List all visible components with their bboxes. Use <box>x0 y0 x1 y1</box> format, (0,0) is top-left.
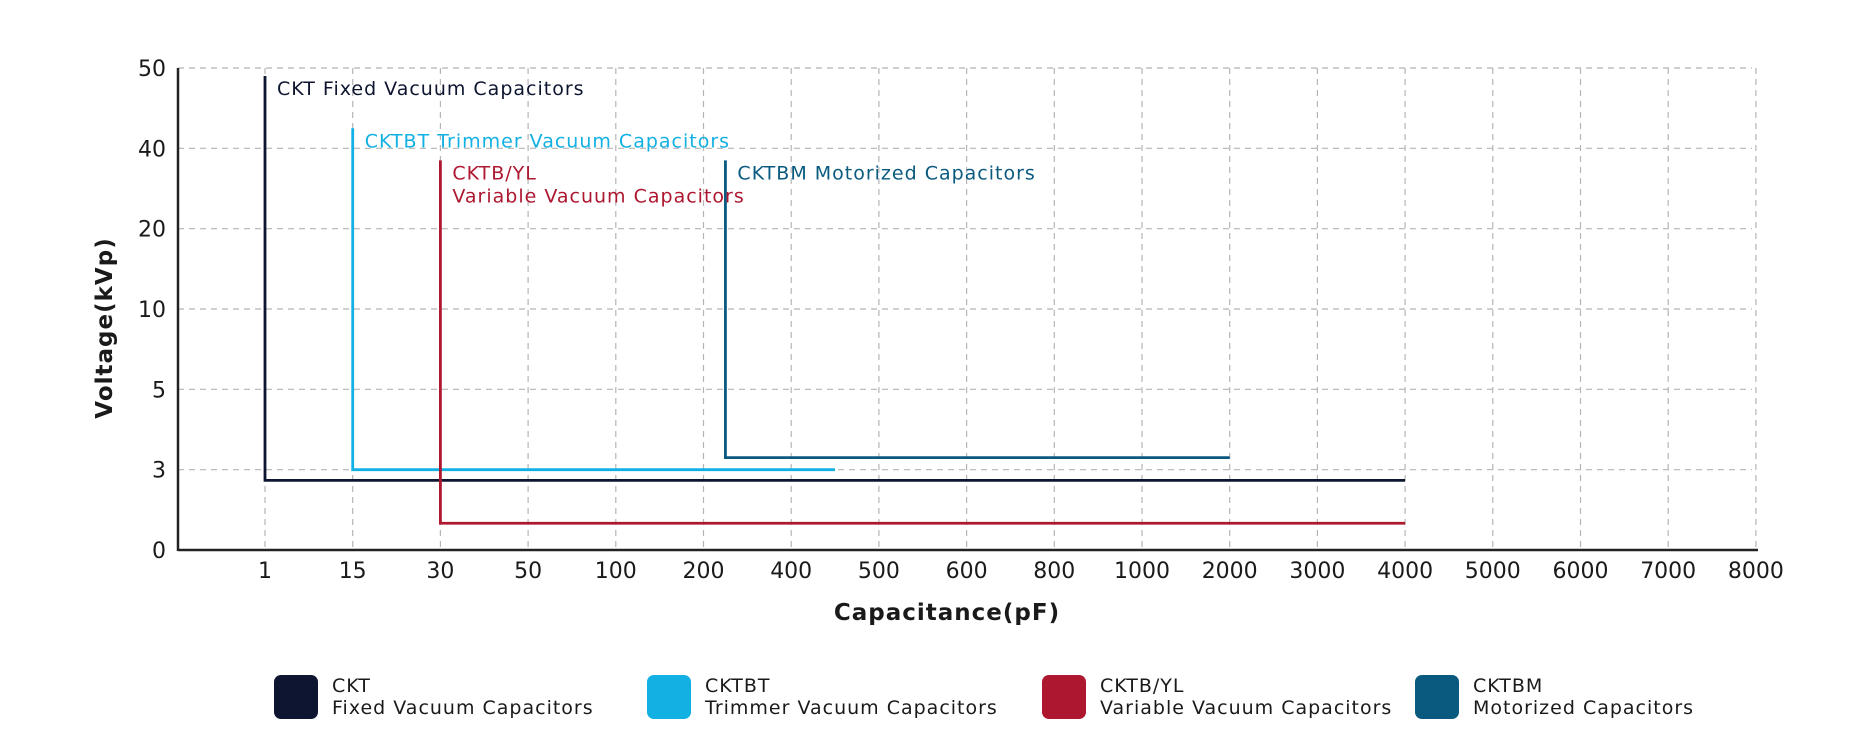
legend-label-cktbyl: Variable Vacuum Capacitors <box>1100 697 1392 719</box>
legend-label-ckt: Fixed Vacuum Capacitors <box>332 697 594 719</box>
x-tick-label: 600 <box>946 559 988 584</box>
legend-label-cktbm: Motorized Capacitors <box>1473 697 1694 719</box>
y-tick-label: 50 <box>138 57 166 82</box>
x-tick-label: 1 <box>258 559 272 584</box>
series-label-cktbyl: Variable Vacuum Capacitors <box>452 185 744 207</box>
legend-label-cktbt: Trimmer Vacuum Capacitors <box>704 697 998 719</box>
series-labels: CKT Fixed Vacuum Capacitors CKTBT Trimmer… <box>277 78 1035 207</box>
x-tick-label: 100 <box>595 559 637 584</box>
series-lines <box>263 76 1406 525</box>
y-tick-label: 10 <box>138 298 166 323</box>
x-tick-label: 1000 <box>1114 559 1170 584</box>
series-line-ckt <box>263 76 1406 482</box>
legend-swatch-cktbyl <box>1042 675 1086 719</box>
x-tick-label: 400 <box>770 559 812 584</box>
series-line-cktbt <box>351 128 836 472</box>
y-axis-title: Voltage(kVp) <box>92 237 118 418</box>
x-tick-label: 8000 <box>1728 559 1784 584</box>
x-tick-label: 30 <box>426 559 454 584</box>
x-tick-label: 5000 <box>1465 559 1521 584</box>
series-line-cktbyl <box>439 160 1406 525</box>
legend-swatch-ckt <box>274 675 318 719</box>
x-tick-label: 7000 <box>1640 559 1696 584</box>
legend-label-ckt: CKT <box>332 675 371 697</box>
legend-swatch-cktbt <box>647 675 691 719</box>
y-tick-label: 5 <box>152 378 166 403</box>
legend-label-cktbyl: CKTB/YL <box>1100 675 1184 697</box>
series-line-cktbm <box>724 160 1230 460</box>
y-tick-label: 3 <box>152 459 166 484</box>
x-tick-label: 4000 <box>1377 559 1433 584</box>
series-label-cktbm: CKTBM Motorized Capacitors <box>737 162 1035 184</box>
series-label-cktbt: CKTBT Trimmer Vacuum Capacitors <box>365 130 730 152</box>
legend-label-cktbt: CKTBT <box>705 675 771 697</box>
x-tick-label: 800 <box>1033 559 1075 584</box>
x-tick-label: 200 <box>683 559 725 584</box>
x-tick-label: 6000 <box>1553 559 1609 584</box>
legend-swatch-cktbm <box>1415 675 1459 719</box>
x-axis-title: Capacitance(pF) <box>834 600 1060 626</box>
x-tick-label: 3000 <box>1289 559 1345 584</box>
legend-label-cktbm: CKTBM <box>1473 675 1543 697</box>
y-tick-label: 0 <box>152 539 166 564</box>
series-label-ckt: CKT Fixed Vacuum Capacitors <box>277 78 585 100</box>
x-tick-label: 15 <box>339 559 367 584</box>
tick-labels: 0 3 5 10 20 40 50 1 15 30 50 100 200 400 500 600 800 1000… <box>138 57 1784 584</box>
x-tick-label: 500 <box>858 559 900 584</box>
y-tick-label: 20 <box>138 218 166 243</box>
axes <box>176 68 1758 552</box>
series-label-cktbyl: CKTB/YL <box>452 162 536 184</box>
y-tick-label: 40 <box>138 137 166 162</box>
x-tick-label: 2000 <box>1202 559 1258 584</box>
x-tick-label: 50 <box>514 559 542 584</box>
